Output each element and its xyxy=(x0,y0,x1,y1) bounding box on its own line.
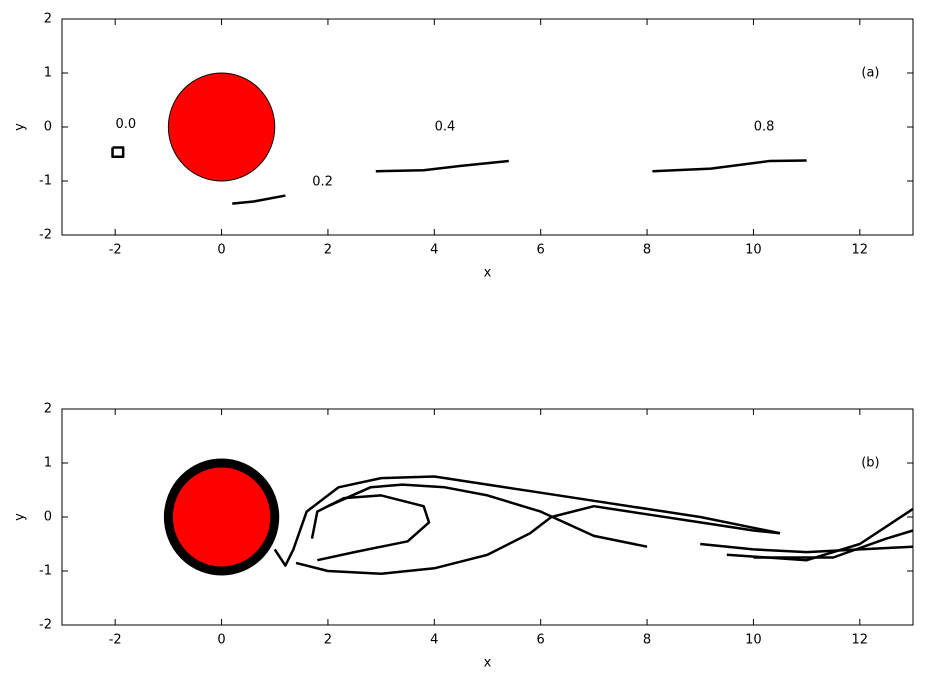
x-tick-label: 12 xyxy=(852,243,869,258)
x-tick-label: 4 xyxy=(430,633,438,648)
x-tick-label: 6 xyxy=(537,633,545,648)
y-tick-label: 0 xyxy=(44,120,52,135)
y-tick-label: -1 xyxy=(39,174,52,189)
y-tick-label: -2 xyxy=(39,228,52,243)
y-tick-label: -2 xyxy=(39,618,52,633)
x-tick-label: 10 xyxy=(745,633,762,648)
wake-filament xyxy=(310,494,431,562)
x-tick-label: 0 xyxy=(217,633,225,648)
y-tick-label: 2 xyxy=(44,12,52,27)
x-tick-label: 2 xyxy=(324,243,332,258)
wake-filament xyxy=(375,159,509,173)
x-tick-label: 2 xyxy=(324,633,332,648)
cylinder xyxy=(167,72,276,182)
x-tick-label: -2 xyxy=(109,243,122,258)
y-tick-label: 2 xyxy=(44,402,52,417)
wake-filament xyxy=(111,146,125,158)
x-tick-label: 4 xyxy=(430,243,438,258)
y-tick-label: 0 xyxy=(44,510,52,525)
annotation: 0.4 xyxy=(435,120,456,135)
y-axis-label: y xyxy=(13,123,28,131)
x-axis-label: x xyxy=(484,656,492,671)
x-tick-label: 0 xyxy=(217,243,225,258)
x-axis-label: x xyxy=(484,266,492,281)
wake-filament xyxy=(753,529,914,559)
wake-filament xyxy=(652,159,807,173)
wake-filament xyxy=(273,475,781,567)
y-axis-label: y xyxy=(13,513,28,521)
x-tick-label: 6 xyxy=(537,243,545,258)
x-tick-label: 8 xyxy=(643,633,651,648)
annotation: 0.8 xyxy=(754,120,775,135)
x-tick-label: 8 xyxy=(643,243,651,258)
wake-filament xyxy=(327,483,648,548)
x-tick-label: -2 xyxy=(109,633,122,648)
x-tick-label: 10 xyxy=(745,243,762,258)
y-tick-label: 1 xyxy=(44,456,52,471)
cylinder xyxy=(163,458,280,576)
annotation: 0.0 xyxy=(115,117,136,132)
panel-label: (b) xyxy=(861,456,879,471)
annotation: 0.2 xyxy=(312,175,333,190)
x-tick-label: 12 xyxy=(852,633,869,648)
y-tick-label: 1 xyxy=(44,66,52,81)
wake-filament xyxy=(700,542,914,554)
wake-filament xyxy=(232,194,286,205)
panel-label: (a) xyxy=(861,66,879,81)
y-tick-label: -1 xyxy=(39,564,52,579)
wake-filament xyxy=(295,504,781,575)
